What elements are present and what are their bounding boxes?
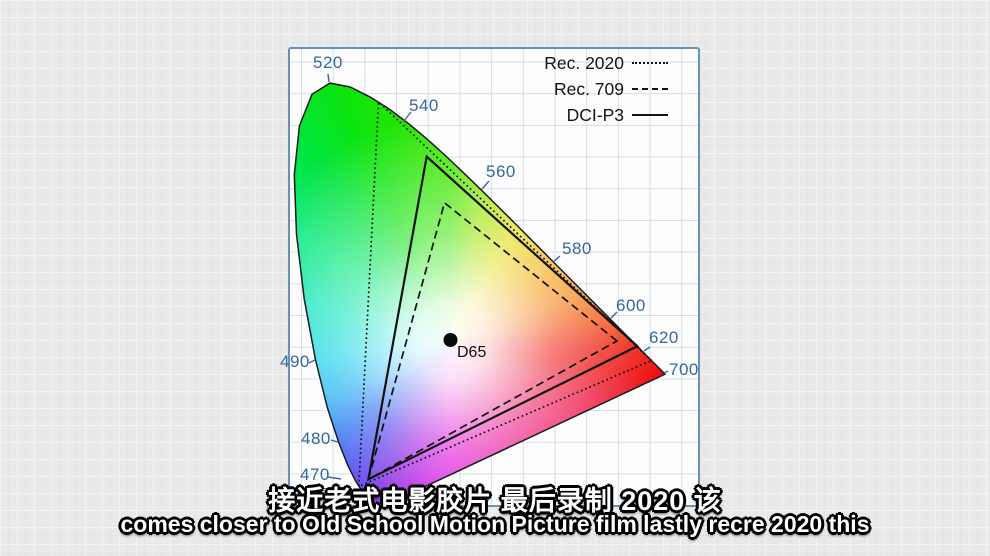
white-point-label: D65 — [457, 344, 487, 361]
wavelength-label-520: 520 — [313, 53, 343, 72]
legend: Rec. 2020 Rec. 709 DCI-P3 — [500, 50, 668, 128]
wavelength-label-700: 700 — [669, 360, 699, 379]
white-point-marker — [443, 333, 458, 347]
wavelength-label-540: 540 — [409, 96, 439, 115]
tick-700 — [663, 370, 669, 374]
legend-item-dcip3: DCI-P3 — [500, 102, 668, 128]
legend-item-rec2020: Rec. 2020 — [500, 50, 668, 76]
gamut-dcip3-triangle — [366, 154, 640, 482]
tick-580 — [552, 255, 561, 263]
tick-470 — [327, 476, 342, 480]
tick-540 — [402, 111, 412, 123]
wavelength-ticks — [308, 73, 669, 480]
wavelength-label-620: 620 — [649, 328, 679, 347]
legend-label-rec2020: Rec. 2020 — [544, 52, 624, 73]
legend-label-rec709: Rec. 709 — [553, 78, 624, 99]
tick-620 — [643, 346, 651, 352]
wavelength-label-470: 470 — [300, 465, 330, 484]
legend-dotted-line-sample — [632, 62, 668, 64]
subtitle-english: comes closer to Old School Motion Pictur… — [120, 511, 870, 537]
tick-480 — [330, 439, 339, 443]
wavelength-label-560: 560 — [486, 162, 516, 181]
tick-600 — [610, 311, 618, 319]
tick-560 — [481, 180, 490, 190]
gamut-rec2020-triangle — [357, 100, 654, 488]
legend-solid-line-sample — [632, 114, 668, 116]
wavelength-label-600: 600 — [616, 296, 646, 315]
spectral-locus-outline — [293, 82, 667, 509]
wavelength-label-490: 490 — [280, 352, 310, 371]
legend-label-dcip3: DCI-P3 — [566, 104, 624, 125]
wavelength-label-480: 480 — [301, 429, 331, 448]
legend-dashed-line-sample — [632, 88, 668, 90]
legend-item-rec709: Rec. 709 — [500, 76, 668, 102]
gamut-rec709-triangle — [367, 201, 619, 482]
tick-490 — [308, 359, 316, 364]
wavelength-label-580: 580 — [562, 239, 592, 258]
tick-520 — [327, 73, 330, 83]
subtitle-chinese: 接近老式电影胶片 最后录制 2020 该 — [268, 486, 722, 516]
